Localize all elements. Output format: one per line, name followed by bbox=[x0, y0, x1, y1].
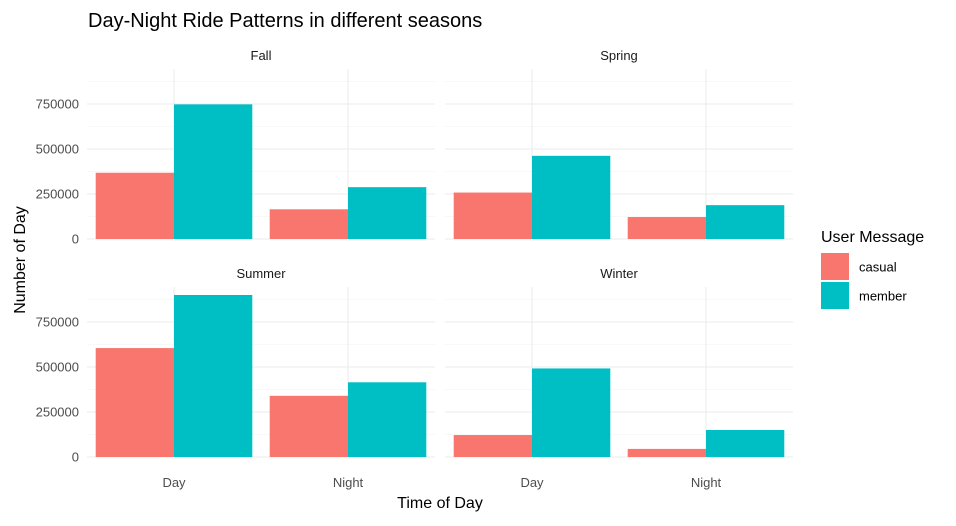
chart-title: Day-Night Ride Patterns in different sea… bbox=[88, 10, 482, 32]
bar-member-day bbox=[174, 104, 253, 239]
x-tick-label: Day bbox=[520, 475, 544, 490]
y-tick-label: 750000 bbox=[36, 97, 79, 112]
y-tick-label: 250000 bbox=[36, 405, 79, 420]
y-tick-label: 500000 bbox=[36, 142, 79, 157]
bar-member-night bbox=[348, 382, 427, 457]
bar-member-day bbox=[532, 155, 611, 239]
bar-casual-day bbox=[95, 348, 174, 457]
legend-title: User Message bbox=[821, 229, 924, 246]
x-axis-title: Time of Day bbox=[397, 495, 483, 512]
facet-panel-summer: Summer 0 250000 500000 750000 Day Night bbox=[36, 266, 435, 490]
facet-panel-spring: Spring bbox=[445, 48, 793, 241]
y-axis-title: Number of Day bbox=[12, 206, 29, 314]
y-tick-label: 500000 bbox=[36, 360, 79, 375]
legend-label-casual: casual bbox=[859, 260, 897, 275]
facet-panel-fall: Fall 0 250000 500000 750000 bbox=[36, 48, 435, 247]
bar-member-night bbox=[706, 205, 785, 239]
bar-casual-day bbox=[453, 435, 532, 457]
bar-member-day bbox=[174, 295, 253, 457]
x-tick-label: Night bbox=[333, 475, 364, 490]
facet-panels: Fall 0 250000 500000 750000 Spring Summer 0 2500… bbox=[36, 48, 793, 490]
y-tick-label: 0 bbox=[72, 232, 79, 247]
legend: User Message casual member bbox=[821, 229, 924, 309]
facet-strip-label: Winter bbox=[600, 266, 638, 281]
bar-casual-night bbox=[627, 217, 706, 239]
bar-member-day bbox=[532, 368, 611, 457]
legend-label-member: member bbox=[859, 289, 907, 304]
x-tick-label: Day bbox=[162, 475, 186, 490]
bar-casual-day bbox=[453, 192, 532, 239]
bar-member-night bbox=[348, 187, 427, 239]
legend-key-member bbox=[821, 282, 849, 309]
y-tick-label: 750000 bbox=[36, 315, 79, 330]
y-tick-label: 250000 bbox=[36, 187, 79, 202]
bar-casual-night bbox=[627, 448, 706, 457]
bar-casual-night bbox=[269, 395, 348, 457]
bar-casual-night bbox=[269, 209, 348, 239]
facet-panel-winter: Winter Day Night bbox=[445, 266, 793, 490]
legend-key-casual bbox=[821, 253, 849, 280]
bar-casual-day bbox=[95, 172, 174, 239]
facet-strip-label: Spring bbox=[600, 48, 638, 63]
x-tick-label: Night bbox=[691, 475, 722, 490]
facet-strip-label: Summer bbox=[236, 266, 286, 281]
y-tick-label: 0 bbox=[72, 450, 79, 465]
facet-strip-label: Fall bbox=[251, 48, 272, 63]
bar-member-night bbox=[706, 430, 785, 457]
